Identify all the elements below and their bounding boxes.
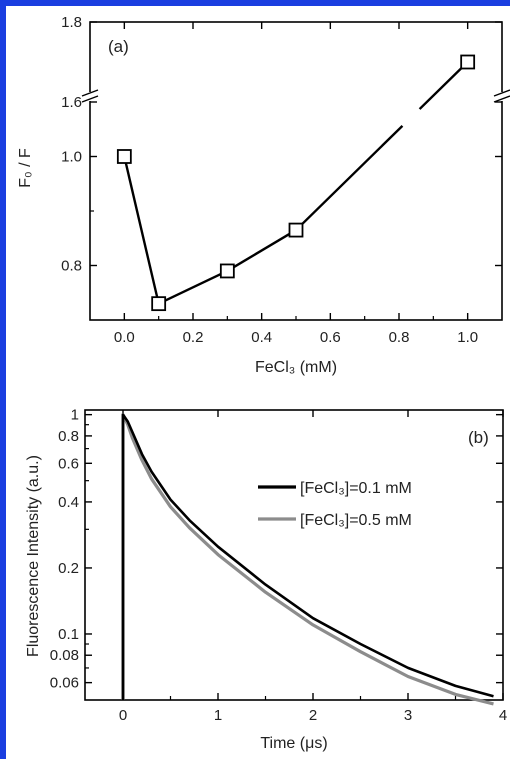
panel-b-y-tick-label: 0.2	[58, 560, 79, 577]
panel-a-series	[116, 54, 476, 312]
panel-b-y-tick-label: 0.6	[58, 455, 79, 472]
panel-a-x-tick-label: 1.0	[457, 329, 478, 346]
panel-a-x-axis-label: FeCl₃ (mM)	[255, 359, 337, 376]
panel-a-axis-break-gap	[82, 92, 98, 101]
page-border-top	[0, 0, 510, 6]
panel-b-legend-label: [FeCl₃]=0.1 mM	[300, 480, 412, 497]
panel-b-y-tick-label: 1	[71, 407, 79, 424]
panel-b-series-line	[121, 413, 494, 700]
panel-a-x-tick-label: 0.4	[251, 329, 272, 346]
panel-b-y-tick-label: 0.8	[58, 428, 79, 445]
panel-a-data-point	[219, 263, 235, 279]
panel-b-x-tick-label: 4	[499, 707, 507, 724]
panel-b: (b) 0 1 2 3 4 0.06 0.08 0.1 0.2 0.4 0.6 0.8 1 [FeCl…	[25, 407, 507, 752]
panel-a-x-tick-label: 0.8	[389, 329, 410, 346]
panel-a-data-point	[116, 149, 132, 164]
panel-a-axis-break-gap	[494, 92, 510, 101]
panel-a-y-ticks: 0.8 1.0 1.6 1.8	[61, 14, 502, 275]
page-border-left	[0, 0, 6, 759]
panel-a-x-tick-label: 0.2	[183, 329, 204, 346]
panel-a-y-tick-label: 0.8	[61, 258, 82, 275]
panel-b-y-tick-label: 0.1	[58, 626, 79, 643]
panel-a: (a) 0.0 0.2 0.4 0.6 0.8 1.0 0.8 1.0 1.6 1.8 FeCl…	[17, 14, 510, 376]
panel-b-x-axis-label: Time (μs)	[260, 735, 327, 752]
panel-b-series-line	[121, 413, 494, 706]
panel-a-data-point	[460, 54, 476, 70]
panel-a-axis-break-slash	[81, 95, 99, 103]
panel-a-x-tick-label: 0.6	[320, 329, 341, 346]
panel-a-data-point	[151, 296, 167, 312]
panel-b-x-tick-label: 1	[214, 707, 222, 724]
panel-a-axis-break-slash	[81, 89, 99, 97]
panel-b-y-tick-label: 0.08	[50, 647, 79, 664]
panel-a-y-tick-label: 1.0	[61, 149, 82, 166]
panel-a-axis-break-slash	[493, 89, 510, 97]
panel-a-data-point	[288, 222, 304, 238]
panel-a-axis-break-slash	[493, 95, 510, 103]
panel-a-series-segment	[418, 61, 469, 110]
panel-a-label: (a)	[108, 37, 129, 56]
panel-a-series-segment	[158, 269, 228, 305]
panel-a-series-segment	[226, 229, 297, 272]
panel-b-y-axis-label: Fluorescence Intensity (a.u.)	[25, 455, 42, 657]
panel-b-y-tick-label: 0.06	[50, 675, 79, 692]
panel-b-plot-frame	[84, 409, 504, 701]
panel-b-legend-label: [FeCl₃]=0.5 mM	[300, 512, 412, 529]
panel-b-legend: [FeCl₃]=0.1 mM [FeCl₃]=0.5 mM	[258, 480, 412, 529]
panel-a-axis-break	[81, 89, 510, 103]
panel-a-series-segment	[295, 125, 404, 231]
panel-b-x-tick-label: 0	[119, 707, 127, 724]
panel-b-series	[121, 413, 494, 706]
panel-b-x-tick-label: 2	[309, 707, 317, 724]
panel-b-label: (b)	[468, 428, 489, 447]
panel-a-x-tick-label: 0.0	[114, 329, 135, 346]
panel-b-x-ticks: 0 1 2 3 4	[119, 410, 507, 724]
panel-b-y-ticks: 0.06 0.08 0.1 0.2 0.4 0.6 0.8 1	[50, 407, 503, 692]
panel-b-x-tick-label: 3	[404, 707, 412, 724]
panel-a-x-ticks: 0.0 0.2 0.4 0.6 0.8 1.0	[114, 22, 478, 346]
panel-b-y-tick-label: 0.4	[58, 494, 79, 511]
panel-a-y-axis-label: F₀ / F	[17, 148, 34, 188]
panel-a-y-tick-label: 1.6	[61, 94, 82, 111]
panel-a-series-segment	[123, 156, 160, 304]
panel-a-y-tick-label: 1.8	[61, 14, 82, 31]
